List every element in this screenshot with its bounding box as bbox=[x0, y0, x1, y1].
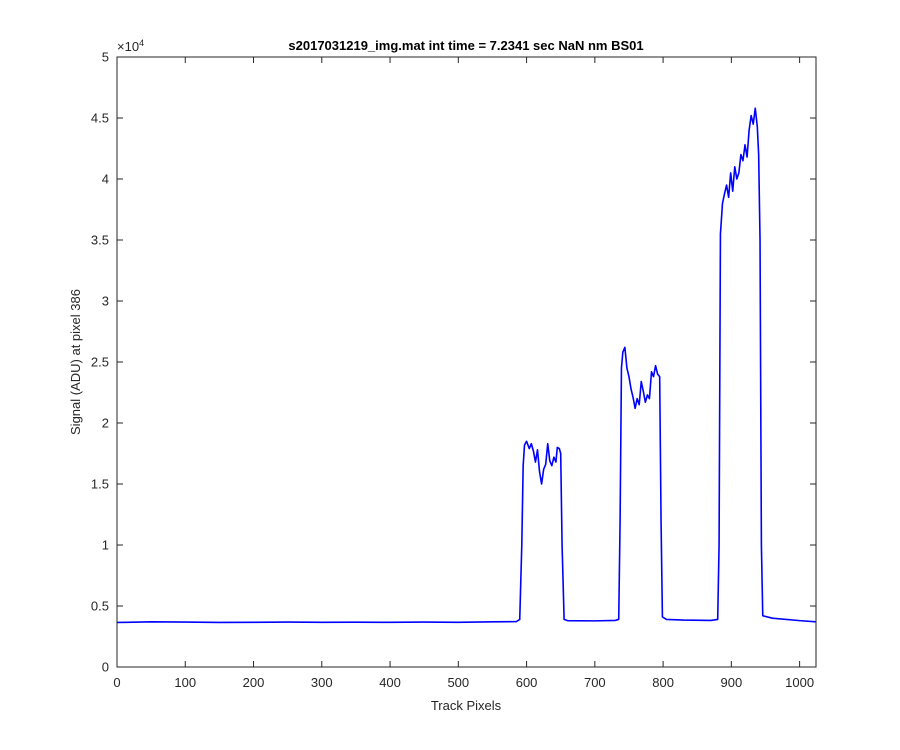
y-tick-label: 1 bbox=[102, 538, 109, 553]
x-tick-label: 400 bbox=[379, 675, 401, 690]
y-exponent-power: 4 bbox=[139, 38, 144, 48]
series-line-0 bbox=[116, 107, 817, 624]
x-axis-label: Track Pixels bbox=[431, 698, 502, 713]
x-tick-label: 100 bbox=[174, 675, 196, 690]
y-exponent-base: ×10 bbox=[117, 39, 139, 54]
y-tick-label: 4 bbox=[102, 172, 109, 187]
x-tick-label: 500 bbox=[447, 675, 469, 690]
x-tick-label: 600 bbox=[516, 675, 538, 690]
y-tick-label: 0.5 bbox=[91, 599, 109, 614]
chart-title: s2017031219_img.mat int time = 7.2341 se… bbox=[288, 38, 643, 53]
x-tick-label: 0 bbox=[113, 675, 120, 690]
axes-layer: 0 100 200 300 400 500 600 700 800 900 1000 0 0.5 1 1.5… bbox=[91, 50, 817, 690]
y-tick-label: 1.5 bbox=[91, 477, 109, 492]
y-tick-label: 5 bbox=[102, 50, 109, 65]
data-layer bbox=[116, 107, 817, 624]
x-tick-label: 800 bbox=[652, 675, 674, 690]
y-tick-label: 2 bbox=[102, 416, 109, 431]
x-tick-label: 200 bbox=[243, 675, 265, 690]
x-tick-label: 1000 bbox=[785, 675, 814, 690]
x-tick-label: 900 bbox=[721, 675, 743, 690]
y-tick-label: 2.5 bbox=[91, 355, 109, 370]
y-exponent-label: ×104 bbox=[117, 38, 144, 54]
y-tick-label: 0 bbox=[102, 660, 109, 675]
y-axis-label: Signal (ADU) at pixel 386 bbox=[68, 289, 83, 435]
x-tick-label: 700 bbox=[584, 675, 606, 690]
y-tick-label: 3 bbox=[102, 294, 109, 309]
y-tick-label: 3.5 bbox=[91, 233, 109, 248]
y-tick-label: 4.5 bbox=[91, 111, 109, 126]
plot-area bbox=[117, 57, 816, 667]
x-tick-label: 300 bbox=[311, 675, 333, 690]
